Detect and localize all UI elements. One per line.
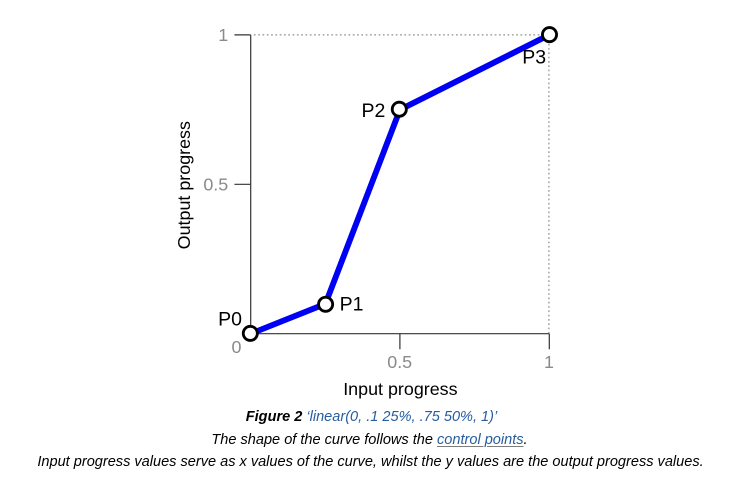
svg-text:1: 1 — [544, 352, 554, 372]
svg-text:Input progress: Input progress — [343, 379, 457, 399]
svg-text:P1: P1 — [340, 294, 364, 316]
svg-text:P0: P0 — [218, 309, 242, 331]
svg-text:P3: P3 — [522, 46, 546, 68]
svg-text:1: 1 — [218, 25, 228, 45]
svg-text:Output progress: Output progress — [174, 121, 194, 249]
svg-text:P2: P2 — [361, 100, 385, 122]
svg-text:0.5: 0.5 — [203, 175, 228, 195]
svg-text:0.5: 0.5 — [387, 352, 412, 372]
svg-text:0: 0 — [232, 337, 242, 357]
